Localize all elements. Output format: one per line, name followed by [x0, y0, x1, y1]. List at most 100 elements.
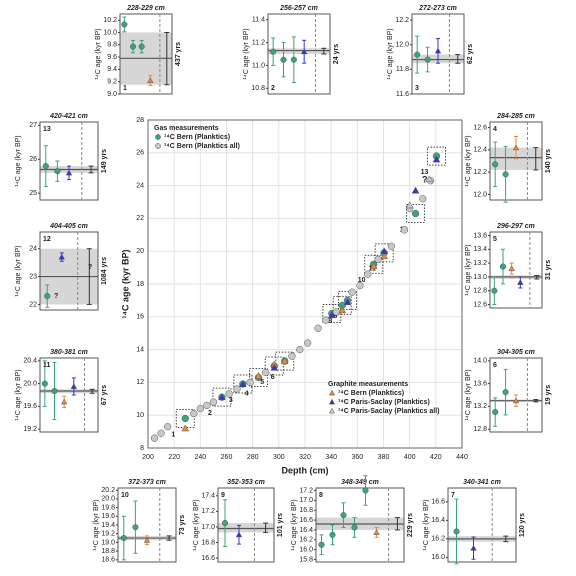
- y-tick-label: 10: [136, 412, 144, 419]
- y-axis-label: ¹⁴C age (kyr BP): [423, 499, 430, 550]
- y-tick-label: 14.0: [473, 358, 487, 365]
- y-tick-label: 16.4: [299, 527, 313, 534]
- circle-marker: [41, 380, 48, 387]
- y-tick-label: 16: [136, 314, 144, 321]
- y-tick-label: 9.0: [107, 91, 117, 98]
- circle-marker: [181, 414, 189, 423]
- point-label: 10: [358, 277, 366, 284]
- panel-title: 340-341 cm: [463, 479, 501, 486]
- annotation: ?: [422, 174, 428, 184]
- x-tick-label: 360: [351, 454, 363, 461]
- panel-frame: [119, 13, 173, 95]
- circle-marker: [190, 409, 198, 418]
- y-axis-label: ¹⁴C age (kyr BP): [93, 499, 100, 550]
- triangle-marker: [328, 398, 336, 405]
- panel-title: 420-421 cm: [49, 113, 88, 120]
- legend-title: Graphite measurements: [328, 381, 408, 388]
- y-tick-label: 8: [140, 445, 144, 452]
- circle-marker: [129, 43, 137, 50]
- x-tick-label: 240: [194, 454, 206, 461]
- triangle-marker: [270, 363, 279, 371]
- legend-label: ¹⁴C Bern (Planktics): [164, 134, 230, 141]
- y-tick-label: 13.4: [473, 246, 487, 253]
- y-axis-label: ¹⁴C age (kyr BP): [291, 499, 298, 550]
- panel-title: 404-405 cm: [49, 223, 88, 230]
- y-tick-label: 9.6: [107, 54, 117, 61]
- panel-frame: [39, 231, 99, 311]
- circle-marker: [262, 368, 270, 377]
- y-tick-label: 13.2: [473, 403, 487, 410]
- triangle-marker: [328, 389, 336, 396]
- y-tick-label: 18.6: [101, 557, 115, 564]
- circle-marker: [364, 270, 372, 278]
- circle-marker: [132, 524, 139, 531]
- y-tick-label: 20.0: [23, 380, 37, 387]
- panel-number: 6: [493, 362, 497, 369]
- x-tick-label: 440: [456, 454, 468, 461]
- legend-label: ¹⁴C Bern (Planktics): [338, 390, 404, 397]
- y-tick-label: 11.0: [252, 62, 265, 69]
- span-label: 229 yrs: [407, 513, 414, 537]
- circle-marker: [290, 56, 297, 63]
- circle-marker: [221, 520, 229, 527]
- circle-marker: [314, 324, 322, 332]
- triangle-marker: [280, 357, 289, 365]
- circle-marker: [411, 209, 420, 218]
- legend-label: ¹⁴C Bern (Planktics all): [164, 143, 240, 150]
- y-tick-label: 12.8: [473, 288, 487, 295]
- circle-marker: [351, 524, 358, 531]
- y-tick-label: 20.2: [101, 487, 115, 494]
- circle-marker: [42, 163, 49, 170]
- legend-label: ¹⁴C Paris-Saclay (Planktics): [338, 399, 430, 406]
- circle-marker: [414, 51, 421, 58]
- panel-frame: [117, 487, 177, 563]
- triangle-marker: [58, 253, 65, 260]
- circle-marker: [44, 293, 51, 300]
- panel-number: 9: [221, 492, 225, 499]
- circle-marker: [203, 401, 211, 410]
- y-axis-label: ¹⁴C age (kyr BP): [15, 245, 22, 296]
- y-tick-label: 16.8: [201, 539, 215, 546]
- circle-marker: [491, 287, 498, 294]
- group-box: [249, 367, 269, 387]
- circle-marker: [296, 345, 304, 354]
- y-axis-label: ¹⁴C age (kyr BP): [465, 135, 472, 186]
- panel-frame: [489, 357, 543, 433]
- point-label: 1: [171, 431, 175, 438]
- y-tick-label: 19.2: [101, 531, 115, 538]
- panel-number: 5: [493, 236, 497, 243]
- y-tick-label: 11.8: [396, 66, 409, 73]
- group-box: [338, 290, 358, 310]
- y-tick-label: 16.0: [431, 554, 445, 561]
- panel-number: 8: [319, 492, 323, 499]
- circle-marker: [150, 434, 159, 442]
- triangle-marker: [147, 77, 154, 83]
- span-label: 149 yrs: [101, 149, 108, 173]
- triangle-marker: [380, 252, 388, 260]
- circle-marker: [246, 378, 254, 387]
- panel-frame: [447, 487, 517, 563]
- triangle-marker: [411, 186, 420, 194]
- circle-marker: [288, 352, 296, 360]
- span-label: 1084 yrs: [101, 257, 108, 285]
- y-tick-label: 12.6: [473, 301, 487, 308]
- y-axis-label: ¹⁴C age (kyr BP): [193, 499, 200, 550]
- circle-marker: [51, 387, 58, 395]
- y-tick-label: 24: [136, 182, 144, 189]
- y-tick-label: 17.0: [299, 497, 313, 504]
- y-tick-label: 11.2: [252, 39, 265, 46]
- panel-frame: [315, 487, 405, 563]
- y-tick-label: 19.0: [101, 539, 115, 546]
- y-tick-label: 12: [136, 379, 144, 386]
- y-tick-label: 13.0: [473, 274, 487, 281]
- span-label: 437 yrs: [175, 42, 182, 66]
- circle-marker: [374, 255, 382, 264]
- legend-title: Gas measurements: [154, 125, 219, 132]
- triangle-marker: [517, 279, 524, 285]
- circle-marker: [424, 56, 431, 63]
- y-axis-label: ¹⁴C age (kyr BP): [465, 244, 472, 295]
- x-axis-label: Depth (cm): [282, 465, 329, 475]
- panel-title: 256-257 cm: [279, 5, 318, 12]
- circle-marker: [155, 143, 161, 149]
- y-tick-label: 17.4: [201, 493, 215, 500]
